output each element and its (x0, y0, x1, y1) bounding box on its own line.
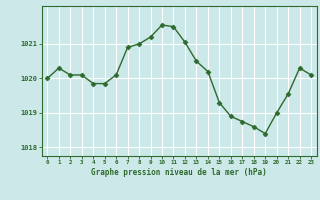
X-axis label: Graphe pression niveau de la mer (hPa): Graphe pression niveau de la mer (hPa) (91, 168, 267, 177)
